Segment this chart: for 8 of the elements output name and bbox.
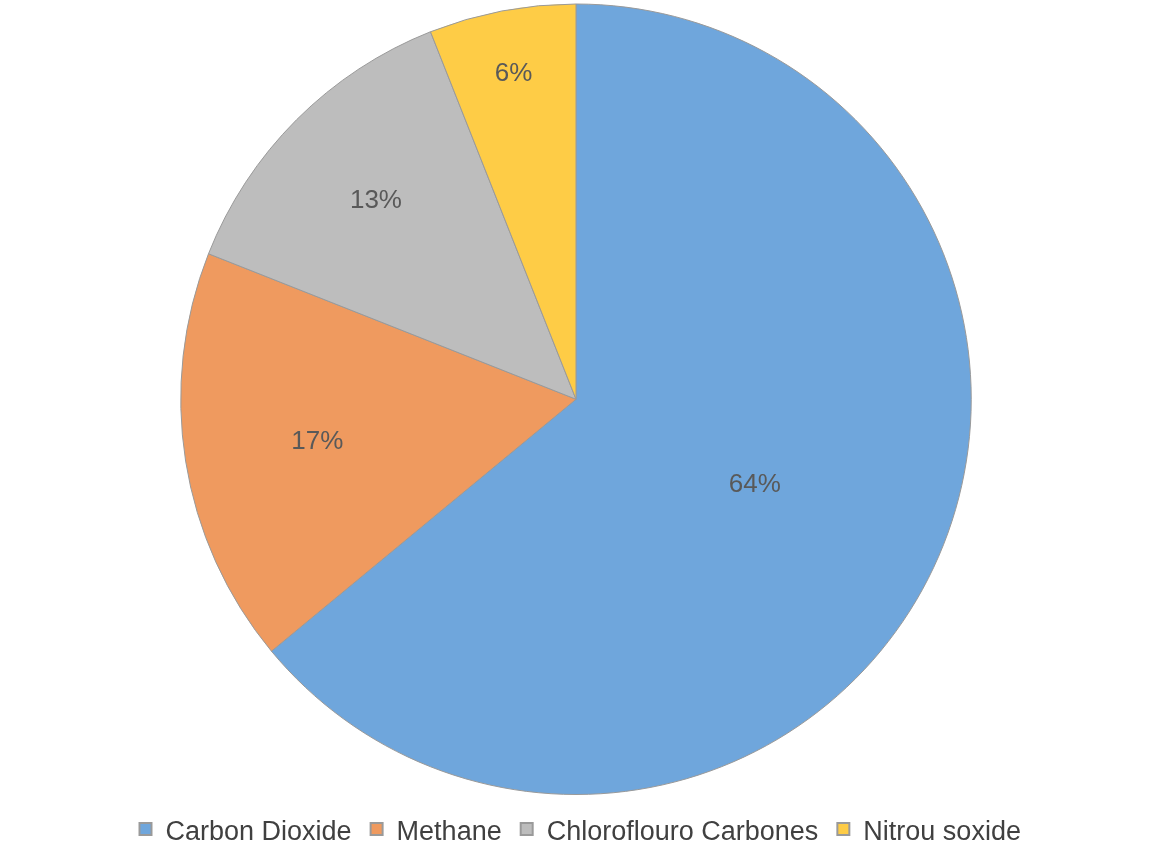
data-label: 6% bbox=[494, 57, 533, 88]
legend-label: Nitrou soxide bbox=[863, 815, 1021, 846]
legend-label: Methane bbox=[396, 815, 502, 846]
legend-label: Chloroflouro Carbones bbox=[546, 815, 819, 846]
data-label: 13% bbox=[349, 184, 402, 215]
data-label: 64% bbox=[728, 468, 781, 499]
data-label: 17% bbox=[291, 425, 344, 456]
legend-label: Carbon Dioxide bbox=[165, 815, 352, 846]
